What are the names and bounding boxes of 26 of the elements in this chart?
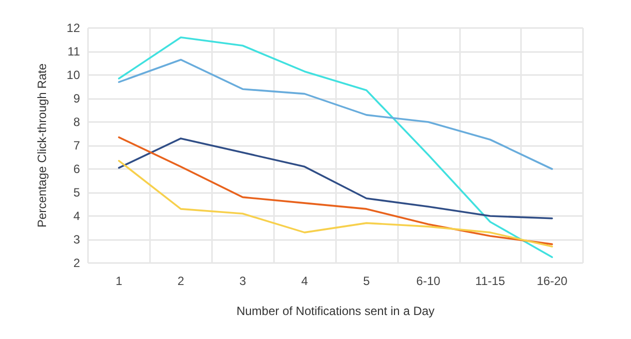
line-series [118,58,553,170]
y-tick-label: 11 [68,44,80,58]
x-tick-label: 6-10 [416,274,441,288]
x-axis-title: Number of Notifications sent in a Day [236,304,435,318]
y-tick-label: 5 [73,186,80,200]
y-tick-label: 10 [66,68,80,82]
line-series [118,138,553,220]
y-tick-label: 12 [66,21,80,35]
x-tick-label: 1 [116,274,123,288]
y-tick-label: 2 [73,256,80,270]
y-tick-label: 4 [73,209,80,223]
x-tick-label: 11-15 [475,274,506,288]
y-axis-title: Percentage Click-through Rate [35,63,49,228]
line-series [118,36,553,258]
line-series [118,136,553,246]
x-tick-label: 2 [177,274,184,288]
y-tick-label: 3 [73,232,80,246]
y-tick-label: 7 [73,138,80,152]
line-series [118,160,553,248]
y-tick-label: 8 [73,115,80,129]
y-tick-label: 6 [73,162,80,176]
x-tick-label: 3 [239,274,246,288]
x-tick-label: 16-20 [536,274,568,288]
y-tick-label: 9 [73,92,80,106]
x-tick-label: 5 [363,274,370,288]
x-tick-label: 4 [301,274,308,288]
